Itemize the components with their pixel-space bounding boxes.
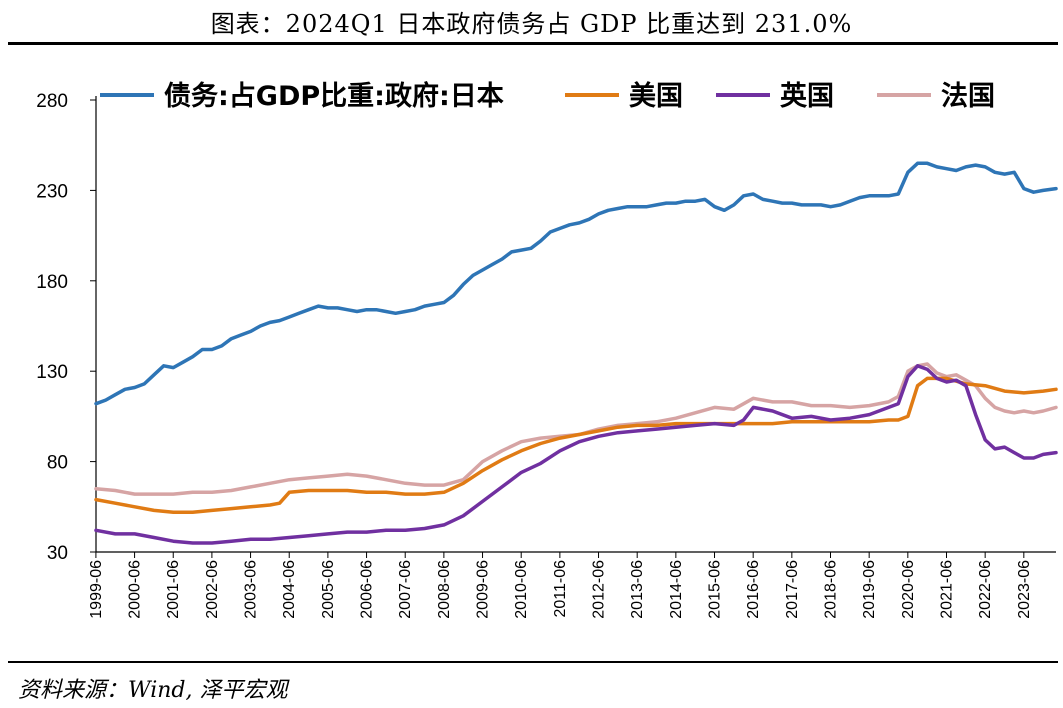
x-tick-label: 2016-06 [745,560,762,619]
x-tick-label: 2012-06 [591,560,608,619]
x-tick-label: 2011-06 [552,560,569,618]
y-tick-label: 30 [47,543,68,564]
x-tick-label: 2009-06 [475,560,492,619]
legend: 债务:占GDP比重:政府:日本 美国 英国 法国 [100,80,995,112]
x-tick-label: 2001-06 [165,560,182,619]
y-tick-label: 130 [36,362,68,383]
x-tick-label: 2022-06 [977,560,994,619]
x-tick-label: 2000-06 [127,560,144,619]
bottom-rule [8,661,1058,663]
x-tick-label: 1999-06 [88,560,105,619]
legend-label: 债务:占GDP比重:政府:日本 [164,80,504,112]
x-tick-label: 2020-06 [900,560,917,619]
legend-label: 美国 [629,80,683,112]
y-axis: 30 80 130 180 230 280 [36,91,97,564]
y-tick-label: 80 [47,453,68,474]
x-tick-label: 2008-06 [436,560,453,619]
x-tick-label: 2002-06 [204,560,221,619]
source-note: 资料来源：Wind, 泽平宏观 [18,678,288,703]
x-tick-label: 2005-06 [320,560,337,619]
series-line-1 [94,376,1058,514]
y-tick-label: 180 [36,272,68,293]
x-tick-label: 2017-06 [784,560,801,619]
x-tick-label: 2018-06 [823,560,840,619]
x-axis: 1999-06 2000-06 2001-06 2002-06 2003-06 2004-… [88,551,1056,619]
x-tick-label: 2021-06 [938,560,955,619]
x-tick-label: 2007-06 [397,560,414,619]
x-tick-label: 2004-06 [281,560,298,619]
x-tick-label: 2010-06 [513,560,530,619]
top-rule [8,42,1058,45]
x-tick-label: 2014-06 [668,560,685,619]
x-tick-label: 2006-06 [359,560,376,619]
x-tick-label: 2003-06 [243,560,260,619]
series-line-3 [94,362,1058,496]
legend-label: 英国 [780,81,834,112]
series-lines [94,161,1058,545]
y-tick-label: 280 [36,91,68,112]
series-line-2 [94,364,1058,545]
series-line-0 [94,161,1058,406]
y-tick-label: 230 [36,181,68,202]
x-tick-label: 2023-06 [1016,560,1033,619]
chart-title: 图表：2024Q1 日本政府债务占 GDP 比重达到 231.0% [210,10,853,38]
x-tick-label: 2019-06 [861,560,878,619]
x-tick-label: 2015-06 [707,560,724,619]
legend-label: 法国 [941,81,995,112]
x-tick-label: 2013-06 [629,560,646,619]
